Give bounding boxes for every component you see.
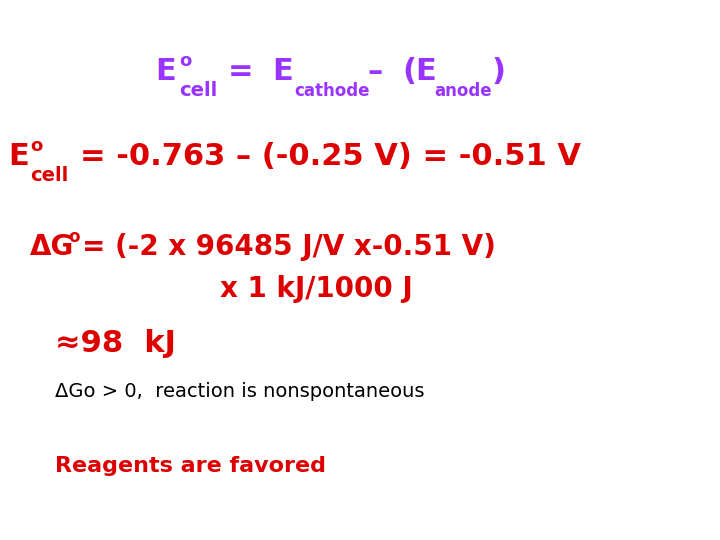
- Text: –: –: [368, 57, 394, 86]
- Text: x 1 kJ/1000 J: x 1 kJ/1000 J: [220, 275, 413, 303]
- Text: anode: anode: [434, 82, 492, 100]
- Text: ≈98  kJ: ≈98 kJ: [55, 329, 176, 358]
- Text: o: o: [30, 137, 42, 155]
- Text: (E: (E: [402, 57, 437, 86]
- Text: E: E: [8, 142, 29, 171]
- Text: ΔG: ΔG: [30, 233, 74, 261]
- Text: cell: cell: [30, 166, 68, 185]
- Text: = -0.763 – (-0.25 V) = -0.51 V: = -0.763 – (-0.25 V) = -0.51 V: [80, 142, 581, 171]
- Text: E: E: [272, 57, 293, 86]
- Text: =: =: [228, 57, 264, 86]
- Text: cell: cell: [179, 81, 217, 100]
- Text: ΔGo > 0,  reaction is nonspontaneous: ΔGo > 0, reaction is nonspontaneous: [55, 382, 425, 401]
- Text: o: o: [68, 228, 79, 246]
- Text: = (-2 x 96485 J/V x-0.51 V): = (-2 x 96485 J/V x-0.51 V): [82, 233, 496, 261]
- Text: Reagents are favored: Reagents are favored: [55, 456, 326, 476]
- Text: cathode: cathode: [294, 82, 369, 100]
- Text: ): ): [492, 57, 506, 86]
- Text: o: o: [179, 52, 192, 70]
- Text: E: E: [155, 57, 176, 86]
